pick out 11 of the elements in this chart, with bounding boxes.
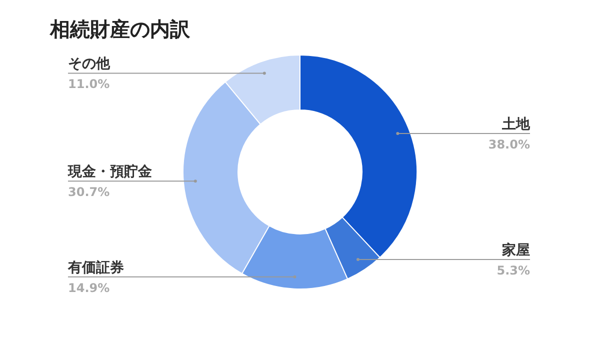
data-label: 38.0% [488,137,530,152]
slice-label: その他 [68,56,111,72]
slice-label: 土地 [501,116,531,132]
chart-title: 相続財産の内訳 [49,17,191,41]
data-label: 30.7% [68,185,110,200]
slice-label: 有価証券 [67,258,124,276]
data-label: 11.0% [68,77,110,92]
data-label: 5.3% [496,264,530,278]
slice-label: 現金・預貯金 [67,163,153,180]
data-label: 14.9% [68,280,110,295]
slice-label: 家屋 [501,242,530,259]
